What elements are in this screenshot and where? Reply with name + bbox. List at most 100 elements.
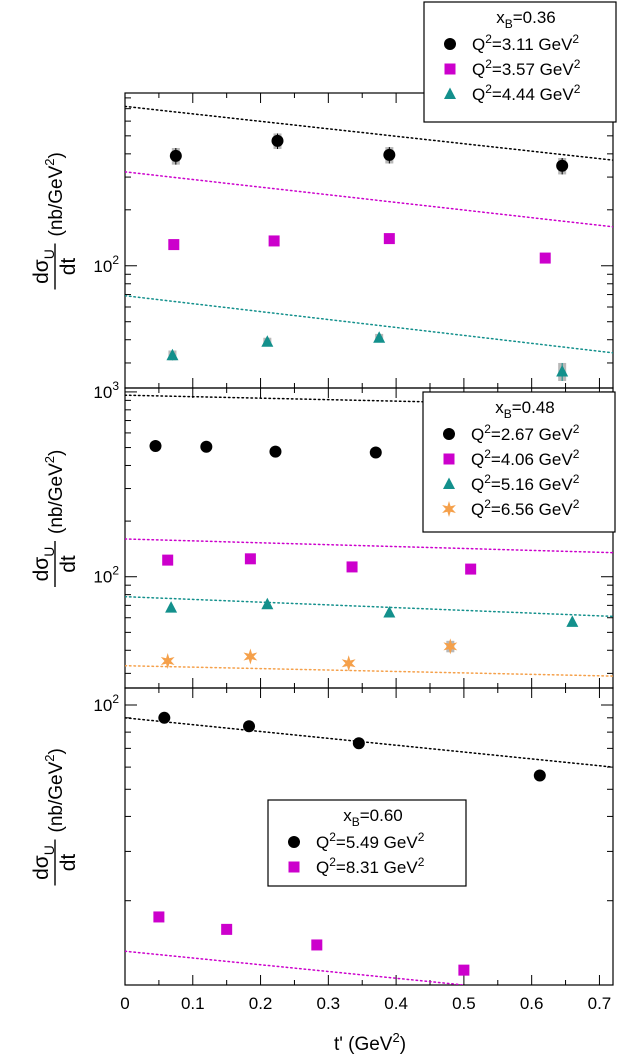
legend-entry: Q2=8.31 GeV2	[316, 855, 425, 877]
y-ticks	[125, 704, 613, 986]
y-axis-title-denominator: dt	[57, 854, 80, 872]
panel-frame	[124, 92, 614, 389]
legend-title: xB=0.48	[495, 398, 555, 421]
model-curve	[125, 717, 613, 768]
data-point	[149, 439, 162, 452]
legend-box	[267, 799, 467, 887]
x-tick-label: 0	[120, 994, 129, 1013]
x-tick-label: 0.1	[181, 994, 205, 1013]
data-point	[458, 964, 470, 976]
legend-marker	[443, 453, 455, 465]
legend-box	[423, 1, 617, 123]
legend-marker	[443, 428, 455, 440]
data-point	[261, 335, 274, 347]
data-point	[346, 561, 358, 573]
data-point	[539, 252, 551, 264]
data-point	[556, 364, 569, 377]
plot-area	[125, 105, 613, 381]
data-point	[373, 331, 386, 343]
data-point	[311, 939, 323, 951]
legend-box	[422, 391, 616, 533]
data-point	[369, 446, 382, 459]
y-tick-label: 102	[93, 253, 119, 276]
legend-entry: Q2=4.44 GeV2	[472, 82, 581, 104]
y-tick-label: 102	[93, 692, 119, 715]
data-point	[269, 445, 282, 458]
data-point	[162, 554, 174, 566]
legend-marker	[444, 87, 456, 99]
model-curve	[125, 171, 613, 228]
legend-entry: Q2=4.06 GeV2	[471, 447, 580, 469]
x-tick-label: 0.4	[384, 994, 408, 1013]
x-tick-label: 0.3	[317, 994, 341, 1013]
legend-entry: Q2=2.67 GeV2	[471, 422, 580, 444]
data-point	[169, 149, 182, 162]
y-tick-label: 102	[93, 564, 119, 587]
model-curve	[125, 105, 613, 161]
y-axis-title-unit: (nb/GeV2)	[42, 748, 67, 832]
legend-marker	[444, 63, 456, 75]
legend-title: xB=0.36	[496, 8, 556, 31]
legend-marker	[442, 501, 456, 517]
x-tick-label: 0.6	[520, 994, 544, 1013]
svg-text:t' (GeV2): t' (GeV2)	[334, 1030, 406, 1055]
data-point	[200, 440, 213, 453]
x-ticks	[124, 93, 600, 388]
y-axis-title-numerator: dσU	[30, 249, 57, 284]
legend-entry: Q2=6.56 GeV2	[471, 497, 580, 519]
y-axis-title-numerator: dσU	[30, 845, 57, 880]
data-point	[221, 923, 233, 935]
legend-marker	[288, 836, 300, 848]
x-ticks	[124, 688, 600, 985]
x-axis-title-main: t' (GeV	[334, 1034, 393, 1055]
y-axis-title-denominator: dt	[57, 555, 80, 573]
model-curve	[125, 538, 613, 554]
data-point	[271, 134, 284, 147]
x-axis-title-close: )	[400, 1034, 406, 1055]
panel-frame	[124, 687, 614, 986]
data-point	[166, 348, 179, 361]
y-axis-title-unit: (nb/GeV2)	[42, 152, 67, 236]
data-point	[341, 655, 356, 672]
y-tick-label: 103	[93, 379, 119, 402]
y-axis-title-unit: (nb/GeV2)	[42, 450, 67, 534]
plot-area	[125, 711, 613, 985]
legend-entry: Q2=3.57 GeV2	[472, 57, 581, 79]
model-curve	[125, 595, 613, 618]
data-point	[268, 235, 280, 247]
model-curve	[125, 294, 613, 354]
legend-entry: Q2=5.49 GeV2	[316, 830, 425, 852]
model-curve	[125, 664, 613, 677]
data-point	[165, 601, 178, 613]
y-axis-title-denominator: dt	[57, 258, 80, 276]
data-point	[243, 648, 258, 665]
legend-marker	[288, 861, 300, 873]
x-tick-label: 0.2	[249, 994, 273, 1013]
data-point	[465, 563, 477, 575]
data-point	[383, 606, 396, 618]
y-axis-title-numerator: dσU	[30, 547, 57, 582]
x-axis-title: t' (GeV2)	[334, 1030, 406, 1055]
data-point	[158, 711, 171, 724]
data-point	[383, 148, 396, 161]
data-point	[244, 553, 256, 565]
legend-entry: Q2=3.11 GeV2	[472, 32, 579, 54]
data-point	[533, 769, 546, 782]
x-tick-label: 0.7	[588, 994, 612, 1013]
data-point	[243, 720, 256, 733]
data-point	[566, 615, 579, 627]
data-point	[352, 737, 365, 750]
data-point	[153, 911, 165, 923]
legend-entry: Q2=5.16 GeV2	[471, 472, 580, 494]
model-curve	[125, 950, 465, 985]
legend-marker	[443, 477, 455, 489]
plot-area	[125, 394, 613, 677]
